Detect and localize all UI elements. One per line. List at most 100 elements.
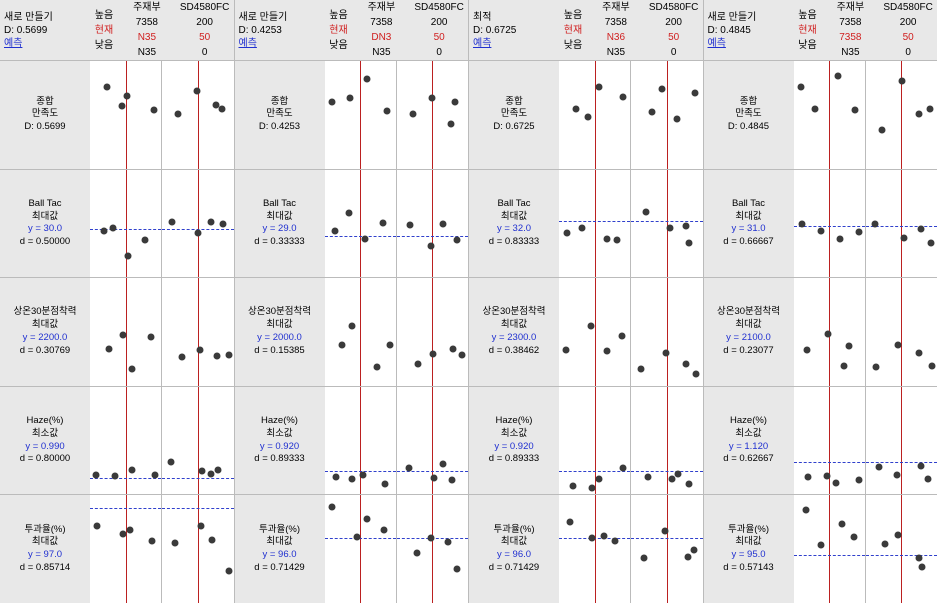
vline [360,278,361,386]
data-point [584,113,591,120]
vline [667,61,668,169]
data-point [852,107,859,114]
row-label-line: y = 31.0 [731,223,765,236]
plot-cell [794,170,865,278]
hline [794,462,865,463]
row-label-line: d = 0.89333 [254,453,304,466]
hline [162,508,233,509]
chart-row-1: Ball Tac최대값y = 29.0d = 0.33333 [235,169,469,278]
panel-header: 최적D: 0.6725예측높음현재낮음주재부7358N36N35SD4580FC… [469,0,703,60]
data-point [440,220,447,227]
row-plots [559,170,703,278]
var-low: 0 [436,45,442,60]
panel-title: 새로 만들기 [4,11,53,24]
var-low: N35 [841,45,859,60]
data-point [566,519,573,526]
data-point [603,236,610,243]
vline [198,61,199,169]
row-label-line: 종합 [36,96,53,109]
row-label-line: 만족도 [735,108,761,121]
header-title-col: 최적D: 0.6725예측 [469,0,559,60]
predict-link[interactable]: 예측 [708,37,726,50]
data-point [898,78,905,85]
vline [432,170,433,278]
row-label-line: 상온30분점착력 [482,306,545,319]
panel-d-value: D: 0.6725 [473,24,516,37]
header-var-1: SD4580FC200500 [645,0,703,60]
plot-cell [630,387,702,495]
row-label-line: 최대값 [501,536,527,549]
row-label-line: y = 32.0 [497,223,531,236]
data-point [218,106,225,113]
row-plots [90,495,234,603]
row-label-line: d = 0.83333 [489,236,539,249]
chart-row-4: 투과율(%)최대값y = 97.0d = 0.85714 [0,494,234,603]
rows-container: 종합만족도D: 0.4253Ball Tac최대값y = 29.0d = 0.3… [235,60,469,603]
data-point [100,227,107,234]
row-label: 상온30분점착력최대값y = 2000.0d = 0.15385 [235,278,325,386]
rows-container: 종합만족도D: 0.6725Ball Tac최대값y = 32.0d = 0.8… [469,60,703,603]
row-label-line: 상온30분점착력 [717,306,780,319]
var-low: 0 [905,45,911,60]
plot-cell [559,170,630,278]
row-label-line: d = 0.33333 [254,236,304,249]
header-var-0: 주재부7358N36N35 [587,0,645,60]
data-point [600,532,607,539]
data-point [901,235,908,242]
row-label-line: 최대값 [735,211,761,224]
row-label-line: y = 29.0 [262,223,296,236]
row-label-line: 투과율(%) [259,524,300,537]
data-point [612,538,619,545]
data-point [673,116,680,123]
data-point [613,236,620,243]
row-label-line: d = 0.71429 [254,562,304,575]
row-label-line: 상온30분점착력 [248,306,311,319]
var-name: 주재부 [837,0,865,15]
row-label: 상온30분점착력최대값y = 2200.0d = 0.30769 [0,278,90,386]
data-point [215,466,222,473]
hline [631,221,702,222]
vline [667,170,668,278]
header-var-0: 주재부73587358N35 [822,0,880,60]
var-high: 7358 [605,15,627,30]
plot-cell [90,495,161,603]
row-label: Ball Tac최대값y = 29.0d = 0.33333 [235,170,325,278]
plot-cell [90,278,161,386]
data-point [168,218,175,225]
level-label-high: 높음 [564,8,582,23]
predict-link[interactable]: 예측 [4,37,22,50]
data-point [354,534,361,541]
data-point [879,126,886,133]
data-point [148,334,155,341]
data-point [414,360,421,367]
rows-container: 종합만족도D: 0.4845Ball Tac최대값y = 31.0d = 0.6… [704,60,937,603]
data-point [812,106,819,113]
row-label-line: 상온30분점착력 [13,306,76,319]
row-label-line: d = 0.15385 [254,345,304,358]
data-point [620,94,627,101]
chart-row-1: Ball Tac최대값y = 32.0d = 0.83333 [469,169,703,278]
predict-link[interactable]: 예측 [473,37,491,50]
data-point [928,239,935,246]
plot-cell [325,170,396,278]
row-label-line: 최소값 [32,428,58,441]
level-label-high: 높음 [95,8,113,23]
data-point [207,471,214,478]
hline [90,478,161,479]
data-point [359,471,366,478]
row-label-line: 최대값 [32,211,58,224]
data-point [620,464,627,471]
vline [595,61,596,169]
row-label-line: y = 2200.0 [23,332,68,345]
row-plots [559,61,703,169]
data-point [926,106,933,113]
chart-row-4: 투과율(%)최대값y = 96.0d = 0.71429 [235,494,469,603]
predict-link[interactable]: 예측 [239,37,257,50]
data-point [924,476,931,483]
data-point [824,331,831,338]
chart-row-2: 상온30분점착력최대값y = 2200.0d = 0.30769 [0,277,234,386]
plot-cell [325,278,396,386]
plot-cell [396,278,468,386]
data-point [431,475,438,482]
row-label-line: Haze(%) [730,415,767,428]
